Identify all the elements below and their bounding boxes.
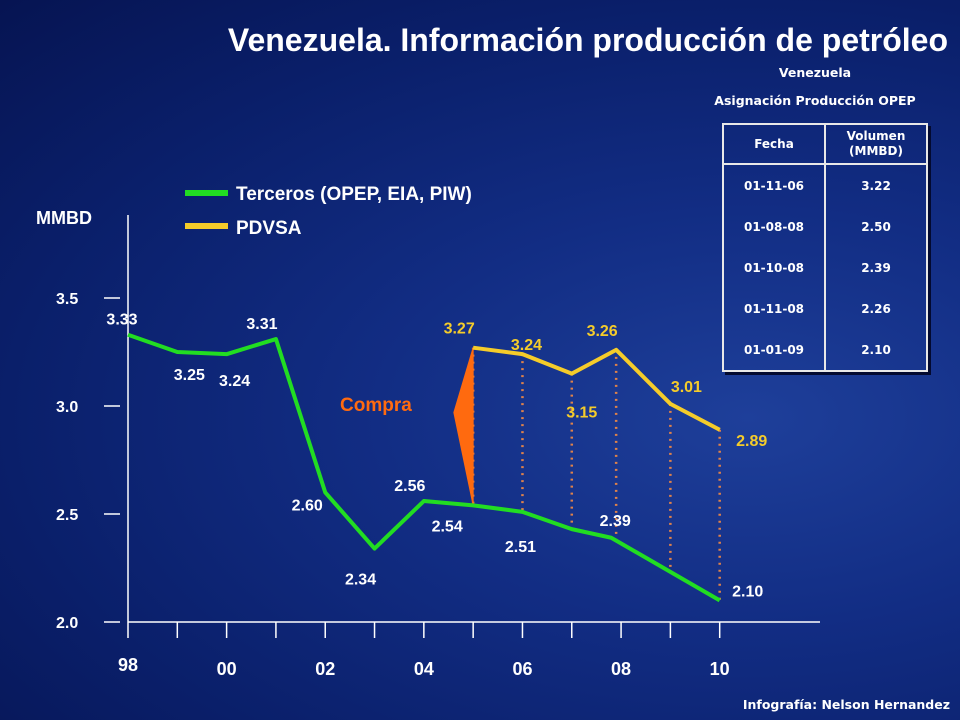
table-row: 01-10-08 2.39 <box>723 247 927 288</box>
y-ticks: 2.0 2.5 3.0 3.5 <box>56 291 120 632</box>
data-label-terceros: 3.25 <box>174 367 205 384</box>
data-label-terceros: 2.39 <box>600 513 631 530</box>
legend-label-pdvsa: PDVSA <box>236 218 302 239</box>
data-label-terceros: 2.54 <box>432 518 463 535</box>
data-label-pdvsa: 3.27 <box>444 321 475 338</box>
opep-volume: 2.26 <box>861 301 891 316</box>
y-tick-label: 3.5 <box>56 291 78 308</box>
opep-col-volume: Volumen (MMBD) <box>825 124 927 165</box>
page-title: Venezuela. Información producción de pet… <box>227 22 948 58</box>
credit-text: Infografía: Nelson Hernandez <box>742 697 950 712</box>
data-label-pdvsa: 3.01 <box>671 379 702 396</box>
opep-heading-title: Asignación Producción OPEP <box>714 93 916 108</box>
series-line-pdvsa <box>472 345 721 432</box>
legend: Terceros (OPEP, EIA, PIW) PDVSA <box>185 184 472 239</box>
table-row: 01-01-09 2.10 <box>723 329 927 371</box>
data-labels: 3.33 3.25 3.24 3.31 2.60 2.34 2.56 2.54 2.51 2.39… <box>106 312 767 601</box>
x-tick-label: 06 <box>512 659 532 679</box>
data-label-terceros: 2.10 <box>732 583 763 600</box>
opep-table-header: Fecha Volumen (MMBD) <box>723 124 927 165</box>
data-label-terceros: 3.31 <box>246 316 277 333</box>
opep-volume: 3.22 <box>861 178 891 193</box>
data-label-terceros: 2.51 <box>505 539 536 556</box>
opep-col-volume-line2: (MMBD) <box>849 144 903 158</box>
data-label-pdvsa: 3.24 <box>511 337 542 354</box>
opep-volume: 2.50 <box>861 219 891 234</box>
data-label-terceros: 2.60 <box>292 497 323 514</box>
opep-volume: 2.10 <box>861 342 891 357</box>
x-tick-label: 98 <box>118 655 138 675</box>
y-tick-label: 2.5 <box>56 507 78 524</box>
opep-date: 01-01-09 <box>723 329 826 371</box>
opep-col-date: Fecha <box>723 124 826 165</box>
series-lines <box>127 332 721 603</box>
table-row: 01-11-08 2.26 <box>723 288 927 329</box>
compra-label: Compra <box>340 395 412 416</box>
table-row: 01-11-06 3.22 <box>723 164 927 206</box>
opep-date: 01-11-08 <box>723 288 826 329</box>
opep-date: 01-11-06 <box>723 164 826 206</box>
opep-table: Fecha Volumen (MMBD) 01-11-06 3.22 01-08… <box>722 123 928 372</box>
x-tick-label: 02 <box>315 659 335 679</box>
opep-volume: 2.39 <box>861 260 891 275</box>
x-tick-label: 08 <box>611 659 631 679</box>
series-line-terceros <box>127 332 721 603</box>
data-label-pdvsa: 3.26 <box>587 323 618 340</box>
opep-date: 01-08-08 <box>723 206 826 247</box>
data-label-pdvsa: 2.89 <box>736 433 767 450</box>
table-row: 01-08-08 2.50 <box>723 206 927 247</box>
opep-heading-country: Venezuela <box>778 65 852 80</box>
x-ticks: 98 00 02 04 06 08 10 <box>118 622 730 679</box>
chart-axes <box>127 215 820 623</box>
legend-label-terceros: Terceros (OPEP, EIA, PIW) <box>236 184 472 205</box>
data-label-terceros: 3.24 <box>219 373 250 390</box>
data-label-terceros: 3.33 <box>106 312 137 329</box>
y-axis-label: MMBD <box>36 208 92 228</box>
data-label-terceros: 2.56 <box>394 478 425 495</box>
opep-date: 01-10-08 <box>723 247 826 288</box>
y-tick-label: 2.0 <box>56 615 78 632</box>
opep-col-volume-line1: Volumen <box>846 129 906 143</box>
x-tick-label: 10 <box>710 659 730 679</box>
data-label-pdvsa: 3.15 <box>566 405 597 422</box>
x-tick-label: 00 <box>217 659 237 679</box>
x-tick-label: 04 <box>414 659 434 679</box>
data-label-terceros: 2.34 <box>345 572 376 589</box>
compra-triangle <box>453 347 474 506</box>
y-tick-label: 3.0 <box>56 399 78 416</box>
